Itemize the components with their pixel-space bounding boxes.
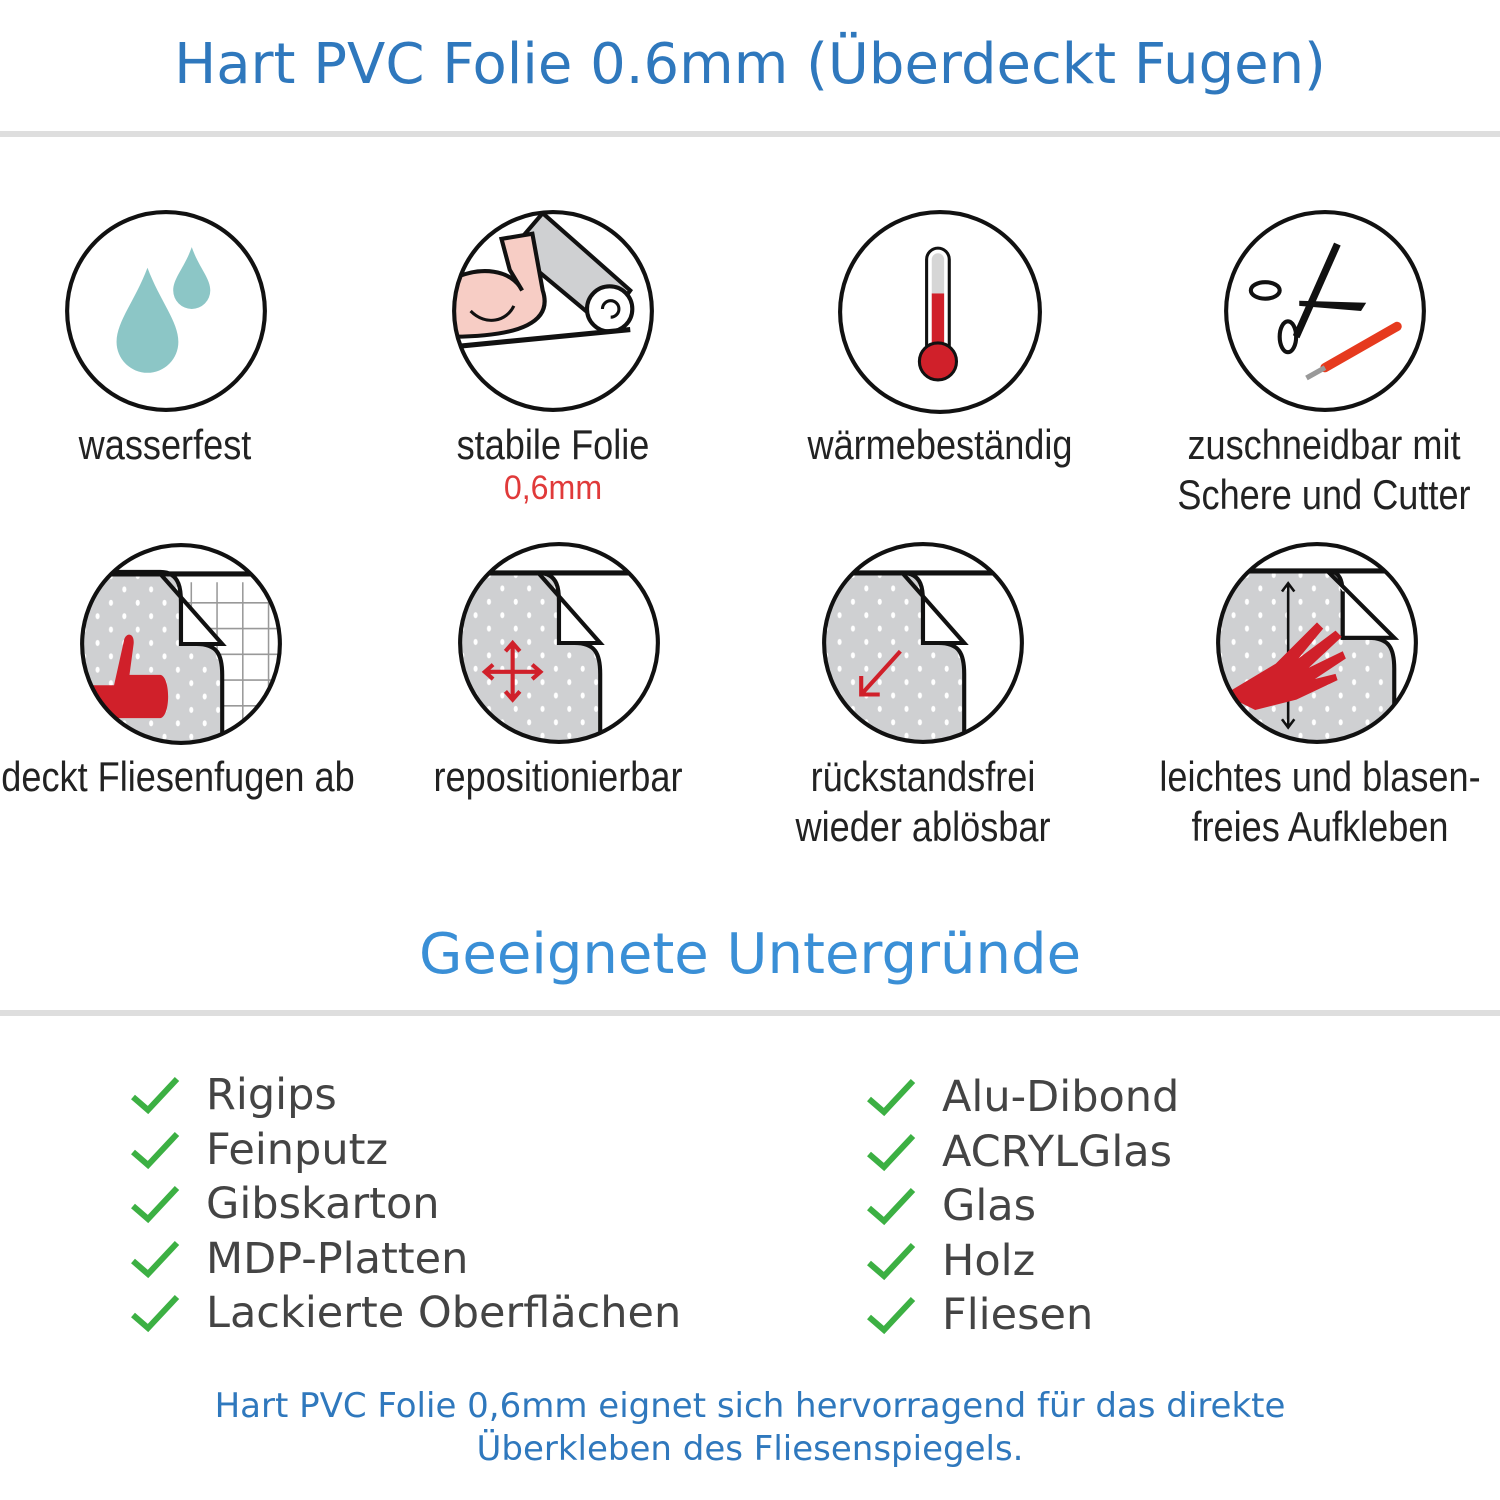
check-icon	[867, 1187, 916, 1226]
surface-label: Glas	[942, 1181, 1037, 1231]
scissors-cutter-icon	[1224, 210, 1426, 412]
surface-item: Alu-Dibond	[866, 1070, 1179, 1124]
surface-label: Gibskarton	[206, 1179, 440, 1229]
check-icon	[867, 1078, 916, 1117]
surface-label: ACRYLGlas	[942, 1126, 1173, 1177]
divider	[0, 131, 1500, 137]
strong-arm-roll-icon	[452, 210, 654, 412]
footer-text: Hart PVC Folie 0,6mm eignet sich hervorr…	[0, 1385, 1500, 1471]
feature-label-zuschneidbar: zuschneidbar mit Schere und Cutter	[1109, 420, 1500, 520]
label-line: rückstandsfrei	[810, 753, 1036, 800]
hand-smooth-icon	[1216, 542, 1418, 744]
surface-item: Fliesen	[866, 1288, 1093, 1342]
move-arrows-icon	[458, 542, 660, 744]
surface-label: Holz	[942, 1235, 1036, 1286]
check-icon	[867, 1133, 916, 1171]
label-line: Schere und Cutter	[1177, 471, 1471, 518]
feature-label-rueckstandsfrei: rückstandsfrei wieder ablösbar	[708, 752, 1138, 852]
check-icon	[131, 1076, 180, 1115]
check-icon	[867, 1296, 916, 1335]
surface-item: Lackierte Oberflächen	[130, 1286, 681, 1340]
surface-label: Alu-Dibond	[942, 1072, 1180, 1122]
surface-label: Fliesen	[942, 1290, 1094, 1340]
surface-label: MDP-Platten	[206, 1233, 469, 1284]
surface-item: Holz	[866, 1234, 1035, 1288]
thermometer-icon	[838, 210, 1042, 414]
divider	[0, 1010, 1500, 1016]
feature-label-repositionierbar: repositionierbar	[433, 753, 683, 800]
check-icon	[131, 1294, 180, 1333]
page-title: Hart PVC Folie 0.6mm (Überdeckt Fugen)	[174, 32, 1326, 97]
feature-label-aufkleben: leichtes und blasen- freies Aufkleben	[1105, 752, 1500, 852]
feature-label-stabile-folie: stabile Folie 0,6mm	[338, 420, 768, 506]
surface-item: Glas	[866, 1179, 1036, 1233]
label-line: leichtes und blasen-	[1159, 753, 1481, 800]
check-icon	[131, 1131, 180, 1169]
feature-label-fliesenfugen: deckt Fliesenfugen ab	[1, 753, 355, 800]
check-icon	[131, 1240, 180, 1278]
surface-item: MDP-Platten	[130, 1232, 468, 1286]
feature-sublabel-thickness: 0,6mm	[503, 469, 603, 507]
check-icon	[131, 1185, 180, 1224]
label-line: freies Aufkleben	[1191, 803, 1449, 850]
check-icon	[867, 1242, 916, 1280]
water-drops-icon	[65, 210, 267, 412]
label-line: zuschneidbar mit	[1187, 421, 1461, 468]
feature-label: stabile Folie	[456, 421, 650, 468]
surface-item: Gibskarton	[130, 1177, 440, 1231]
feature-label-wasserfest: wasserfest	[78, 421, 252, 468]
surface-item: Feinputz	[130, 1123, 388, 1177]
thumbs-up-tiles-icon	[80, 543, 282, 745]
surface-label: Lackierte Oberflächen	[206, 1288, 682, 1338]
feature-label-waermebestaendig: wärmebeständig	[807, 421, 1073, 468]
surface-item: Rigips	[130, 1068, 337, 1122]
peel-arrow-icon	[822, 542, 1024, 744]
surface-label: Feinputz	[206, 1124, 389, 1175]
surface-label: Rigips	[206, 1070, 337, 1120]
surface-item: ACRYLGlas	[866, 1125, 1172, 1179]
footer-line: Hart PVC Folie 0,6mm eignet sich hervorr…	[214, 1386, 1286, 1426]
label-line: wieder ablösbar	[795, 803, 1051, 850]
section-title-surfaces: Geeignete Untergründe	[418, 922, 1082, 987]
footer-line: Überkleben des Fliesenspiegels.	[476, 1429, 1024, 1469]
